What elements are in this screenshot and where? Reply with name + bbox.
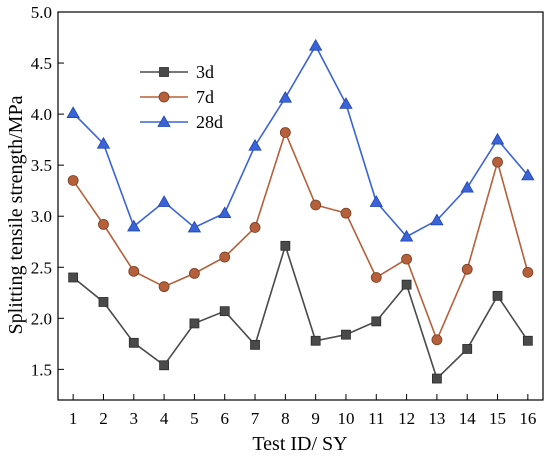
x-tick-label: 16 <box>519 409 536 428</box>
data-point-7d <box>310 199 322 211</box>
y-tick-label: 1.5 <box>31 360 52 379</box>
data-point-7d <box>279 127 291 138</box>
x-tick-label: 4 <box>160 409 169 428</box>
data-point-7d <box>158 281 170 293</box>
data-point-28d <box>157 195 171 207</box>
data-point-3d <box>462 344 473 354</box>
data-point-3d <box>68 272 79 283</box>
data-point-7d <box>128 265 140 277</box>
legend-marker-3d <box>159 67 169 77</box>
data-point-28d <box>127 219 141 232</box>
legend-label-28d: 28d <box>196 112 223 132</box>
data-point-7d <box>401 253 412 265</box>
data-point-3d <box>280 240 291 251</box>
plot-frame <box>57 11 544 401</box>
data-point-3d <box>341 329 351 340</box>
y-axis-label: Splitting tensile strength/MPa <box>5 95 27 334</box>
data-point-28d <box>369 195 383 207</box>
x-tick-label: 14 <box>459 409 477 428</box>
x-tick-label: 1 <box>69 409 78 428</box>
data-point-7d <box>67 175 79 186</box>
x-axis-label: Test ID/ SY <box>252 433 347 455</box>
data-point-28d <box>521 168 535 181</box>
data-point-7d <box>98 218 109 230</box>
data-point-28d <box>399 229 414 242</box>
y-tick-label: 4.5 <box>31 54 52 73</box>
x-tick-label: 10 <box>337 409 354 428</box>
data-point-3d <box>522 335 533 346</box>
data-point-28d <box>460 180 474 193</box>
data-point-7d <box>461 263 473 275</box>
series-7d <box>67 127 534 346</box>
legend-label-3d: 3d <box>196 62 214 82</box>
legend: 3d 7d 28d <box>140 62 223 132</box>
x-tick-label: 13 <box>428 409 445 428</box>
data-point-28d <box>308 38 323 51</box>
data-point-7d <box>249 222 261 233</box>
data-point-7d <box>492 156 503 168</box>
data-point-7d <box>431 334 443 346</box>
legend-marker-7d <box>158 91 170 103</box>
data-point-28d <box>490 132 505 145</box>
axis-ticks: 1.52.02.53.03.54.04.55.01 2 3 4 5 6 7 8 9 10 11 12 1… <box>31 3 537 428</box>
series-line-28d <box>72 44 529 238</box>
data-point-3d <box>219 306 230 317</box>
data-point-3d <box>310 335 321 346</box>
y-tick-label: 2.5 <box>31 258 52 277</box>
data-point-3d <box>432 373 442 384</box>
y-tick-label: 3.5 <box>31 156 52 175</box>
y-tick-label: 2.0 <box>31 309 52 328</box>
x-tick-label: 5 <box>190 409 199 428</box>
series-line-3d <box>72 243 529 381</box>
x-tick-label: 15 <box>489 409 506 428</box>
series-28d <box>66 38 535 242</box>
data-point-7d <box>340 207 352 219</box>
data-point-3d <box>98 297 109 307</box>
legend-label-7d: 7d <box>196 87 214 107</box>
data-point-3d <box>189 318 200 329</box>
data-point-3d <box>250 339 260 350</box>
x-tick-label: 8 <box>281 409 290 428</box>
data-point-28d <box>96 136 111 149</box>
x-tick-label: 7 <box>251 409 260 428</box>
x-tick-label: 9 <box>311 409 320 428</box>
series-layer <box>66 38 535 384</box>
data-point-3d <box>401 279 412 290</box>
x-tick-label: 11 <box>368 409 384 428</box>
data-point-3d <box>159 360 169 371</box>
data-point-3d <box>371 316 382 327</box>
x-tick-label: 2 <box>99 409 108 428</box>
data-point-28d <box>218 206 232 219</box>
data-point-28d <box>278 90 293 103</box>
data-point-28d <box>248 138 262 151</box>
y-tick-label: 5.0 <box>31 3 52 22</box>
data-point-28d <box>66 106 80 118</box>
data-point-28d <box>430 213 444 226</box>
data-point-28d <box>339 97 353 109</box>
data-point-7d <box>370 272 382 283</box>
data-point-3d <box>492 290 503 301</box>
data-point-7d <box>522 266 534 278</box>
series-line-7d <box>72 130 529 342</box>
series-3d <box>68 240 533 384</box>
data-point-3d <box>128 337 139 348</box>
data-point-28d <box>187 220 202 233</box>
y-tick-label: 4.0 <box>31 105 52 124</box>
y-tick-label: 3.0 <box>31 207 52 226</box>
x-tick-label: 3 <box>130 409 139 428</box>
x-tick-label: 12 <box>398 409 415 428</box>
data-point-7d <box>189 267 200 279</box>
legend-marker-28d <box>157 115 171 127</box>
axes-frame <box>57 11 544 401</box>
x-tick-label: 6 <box>220 409 229 428</box>
data-point-7d <box>219 251 231 263</box>
